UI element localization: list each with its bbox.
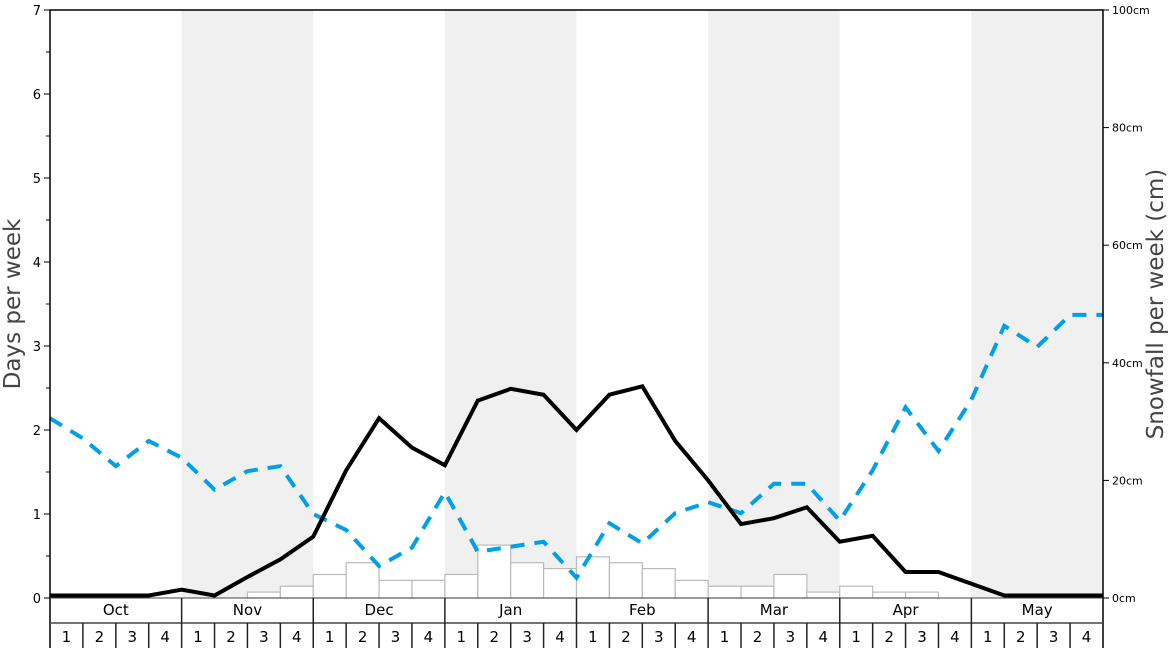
- left-tick-label: 1: [33, 508, 41, 523]
- week-label: 2: [1016, 628, 1026, 646]
- snowfall-bar: [510, 562, 545, 599]
- snowfall-bar: [411, 579, 446, 599]
- snowfall-bar: [246, 591, 281, 599]
- snowfall-bar: [806, 591, 841, 599]
- week-label: 4: [555, 628, 565, 646]
- snowfall-bar: [839, 585, 874, 599]
- month-label: Feb: [629, 601, 656, 619]
- week-label: 4: [687, 628, 697, 646]
- snowfall-bar: [904, 591, 940, 599]
- month-label: Mar: [760, 601, 789, 619]
- month-band: [971, 10, 1103, 598]
- week-label: 2: [753, 628, 763, 646]
- black-line: [50, 384, 1103, 598]
- week-label: 3: [127, 628, 137, 646]
- month-label: Nov: [233, 601, 262, 619]
- snowfall-bar: [477, 544, 512, 599]
- week-label: 4: [1082, 628, 1092, 646]
- week-label: 1: [588, 628, 598, 646]
- right-tick-label: 80cm: [1112, 122, 1143, 135]
- month-band: [181, 10, 314, 598]
- week-label: 1: [193, 628, 203, 646]
- snowfall-bar: [575, 556, 611, 599]
- snowfall-bar: [707, 585, 742, 599]
- month-label: Jan: [498, 601, 522, 619]
- week-label: 1: [325, 628, 335, 646]
- right-tick-label: 40cm: [1112, 357, 1143, 370]
- week-label: 3: [917, 628, 927, 646]
- month-label: Dec: [365, 601, 394, 619]
- week-label: 1: [62, 628, 72, 646]
- left-tick-label: 5: [33, 172, 41, 187]
- week-label: 3: [654, 628, 664, 646]
- left-tick-label: 6: [33, 88, 41, 103]
- snowfall-bar: [608, 562, 643, 599]
- right-tick-label: 100cm: [1112, 4, 1150, 17]
- snowfall-bar: [444, 573, 479, 599]
- week-label: 2: [95, 628, 105, 646]
- snowfall-bar: [872, 591, 907, 599]
- week-label: 4: [819, 628, 829, 646]
- week-label: 3: [1049, 628, 1059, 646]
- week-label: 1: [851, 628, 861, 646]
- month-band: [444, 10, 577, 598]
- week-label: 4: [292, 628, 302, 646]
- snowfall-bar: [674, 579, 709, 599]
- week-label: 2: [884, 628, 894, 646]
- month-label: Oct: [103, 601, 129, 619]
- snowfall-bar: [345, 562, 380, 599]
- week-label: 1: [983, 628, 993, 646]
- week-label: 2: [358, 628, 368, 646]
- left-tick-label: 3: [33, 340, 41, 355]
- week-label: 1: [457, 628, 467, 646]
- week-label: 3: [391, 628, 401, 646]
- right-tick-label: 0cm: [1112, 592, 1136, 605]
- right-tick-label: 60cm: [1112, 239, 1143, 252]
- week-label: 2: [621, 628, 631, 646]
- right-tick-label: 20cm: [1112, 474, 1143, 487]
- left-tick-label: 4: [33, 256, 41, 271]
- week-label: 3: [786, 628, 796, 646]
- left-tick-label: 7: [33, 4, 41, 19]
- snowfall-bar: [740, 585, 775, 599]
- blue-dashed-line: [48, 312, 1103, 582]
- week-label: 3: [522, 628, 532, 646]
- snowfall-bar: [378, 579, 413, 599]
- snowfall-bar: [641, 567, 676, 599]
- month-band: [708, 10, 840, 598]
- week-label: 4: [950, 628, 960, 646]
- snowfall-bar: [312, 573, 347, 599]
- snowfall-bar: [279, 585, 314, 599]
- snowfall-bar: [773, 573, 808, 599]
- week-label: 1: [720, 628, 730, 646]
- month-label: May: [1022, 601, 1053, 619]
- week-label: 4: [160, 628, 170, 646]
- left-axis-title: Days per week: [0, 218, 26, 389]
- month-label: Apr: [893, 601, 920, 619]
- week-label: 4: [424, 628, 434, 646]
- week-label: 3: [259, 628, 269, 646]
- week-label: 2: [489, 628, 499, 646]
- left-tick-label: 2: [33, 424, 41, 439]
- week-label: 2: [226, 628, 236, 646]
- right-axis-title: Snowfall per week (cm): [1143, 169, 1168, 440]
- left-tick-label: 0: [33, 592, 41, 607]
